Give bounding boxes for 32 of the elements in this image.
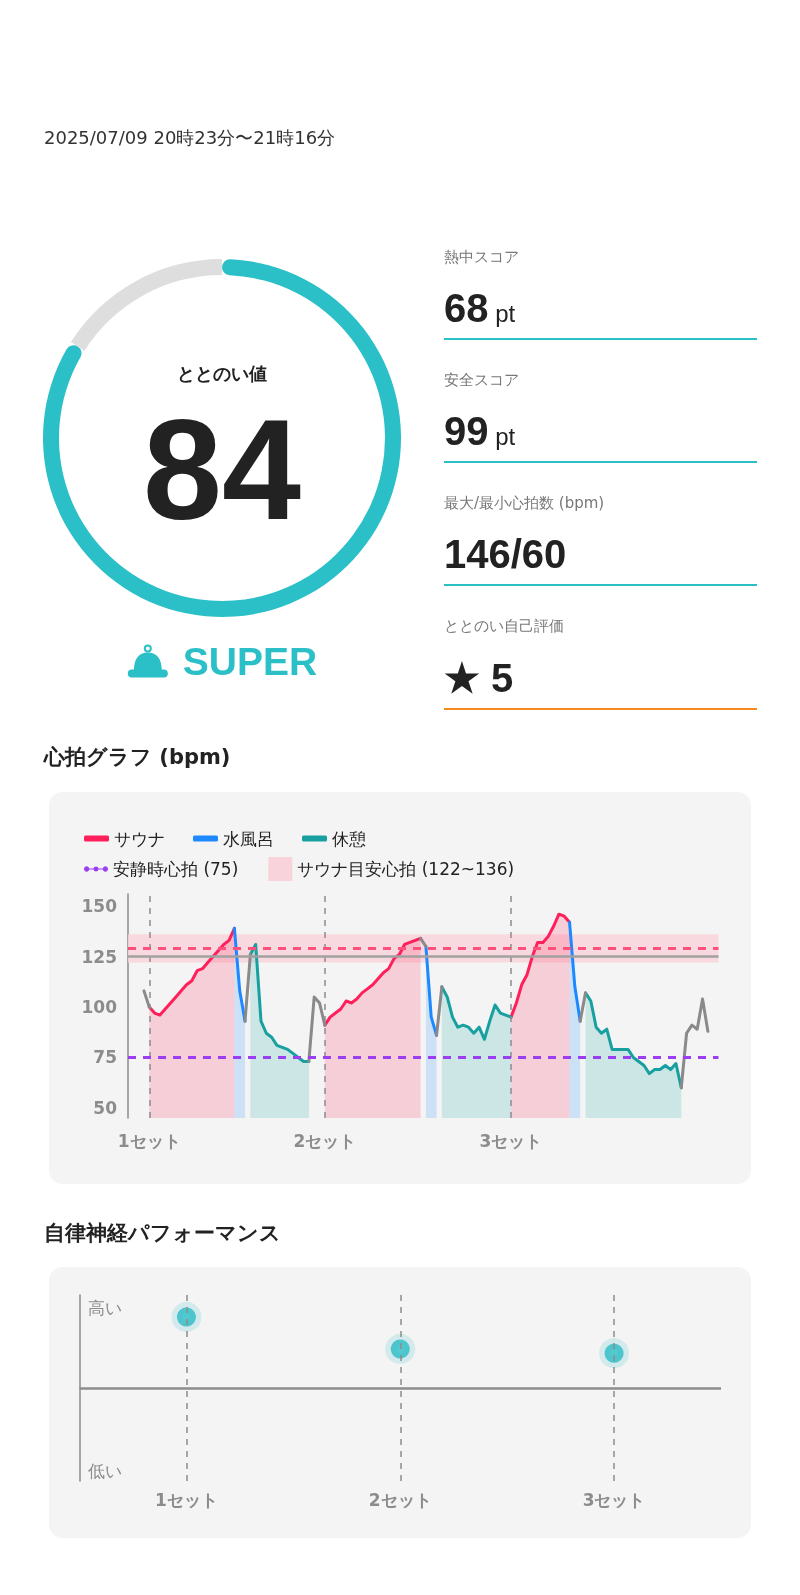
text: 安全スコア — [444, 371, 519, 390]
x-tick-label: 2セット — [293, 1130, 357, 1151]
y-tick-label: 150 — [81, 896, 118, 917]
text: ★ 5 — [444, 655, 514, 700]
text: 68 pt — [444, 286, 516, 330]
text: 最大/最小心拍数 (bpm) — [444, 494, 605, 513]
chart-subtitle: 2025/07/09 20時23分〜21時16分 — [44, 126, 336, 149]
text: ととのい値 — [177, 362, 267, 385]
y-tick-label: 50 — [93, 1097, 118, 1118]
x-tick-label: 3セット — [582, 1489, 646, 1510]
text: 99 pt — [444, 409, 516, 454]
text: 熱中スコア — [444, 247, 519, 267]
x-tick-label: 2セット — [368, 1489, 432, 1510]
y-tick-label: 75 — [93, 1047, 117, 1068]
annotation: 高い — [88, 1298, 122, 1319]
data-label: 84 — [143, 390, 301, 549]
text: 低い — [88, 1461, 122, 1482]
text: ととのい自己評価 — [444, 617, 564, 636]
text: 146/60 — [444, 532, 567, 577]
legend-label: 安静時心拍 (75) — [113, 859, 239, 879]
x-tick-label: 3セット — [479, 1130, 543, 1151]
y-tick-label: 125 — [81, 946, 117, 967]
chart-title: 自律神経パフォーマンス — [44, 1221, 281, 1247]
legend-label: サウナ目安心拍 (122~136) — [297, 859, 515, 879]
text: SUPER — [182, 639, 318, 684]
y-tick-label: 100 — [81, 997, 118, 1018]
chart-title: 心拍グラフ (bpm) — [44, 745, 231, 771]
x-tick-label: 1セット — [117, 1130, 181, 1151]
legend-label: 水風呂 — [223, 828, 274, 849]
legend-label: サウナ — [114, 828, 165, 849]
legend-label: 休憩 — [332, 828, 366, 849]
x-tick-label: 1セット — [154, 1489, 218, 1510]
